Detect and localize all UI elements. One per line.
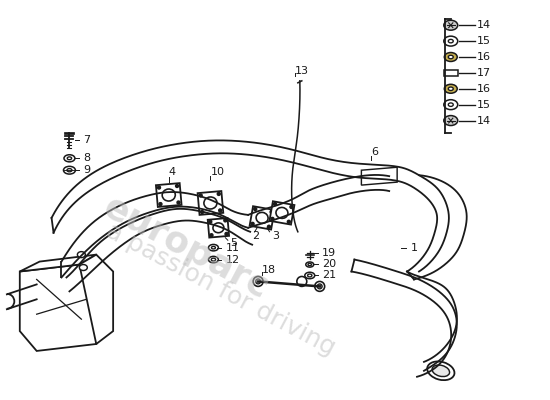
Circle shape (267, 225, 271, 228)
Ellipse shape (379, 171, 389, 178)
Ellipse shape (64, 155, 75, 162)
Ellipse shape (444, 116, 458, 126)
Polygon shape (208, 218, 229, 238)
Circle shape (199, 194, 202, 197)
Ellipse shape (204, 197, 217, 209)
Text: 14: 14 (477, 20, 491, 30)
Text: 10: 10 (211, 167, 224, 177)
Circle shape (297, 276, 307, 286)
Circle shape (253, 276, 263, 286)
Circle shape (287, 220, 290, 223)
Ellipse shape (448, 55, 453, 59)
Ellipse shape (444, 36, 458, 46)
Text: 5: 5 (230, 238, 237, 248)
Text: 15: 15 (477, 36, 491, 46)
Text: 9: 9 (84, 165, 90, 175)
Ellipse shape (444, 84, 457, 93)
Ellipse shape (162, 189, 175, 201)
Ellipse shape (211, 246, 216, 249)
Ellipse shape (432, 365, 449, 376)
Polygon shape (270, 201, 294, 224)
Text: 6: 6 (371, 147, 378, 157)
Circle shape (290, 206, 293, 208)
Circle shape (256, 279, 261, 284)
Text: 1: 1 (411, 243, 418, 253)
Circle shape (209, 220, 212, 223)
Text: 19: 19 (322, 248, 336, 258)
Circle shape (271, 218, 274, 220)
Ellipse shape (365, 175, 374, 182)
Text: 4: 4 (169, 167, 176, 177)
Circle shape (210, 234, 213, 237)
Circle shape (201, 210, 204, 214)
Ellipse shape (382, 173, 386, 176)
Circle shape (175, 184, 179, 188)
Polygon shape (20, 255, 96, 272)
Circle shape (270, 210, 273, 213)
Ellipse shape (78, 252, 85, 258)
Text: 18: 18 (262, 264, 276, 274)
Circle shape (177, 201, 180, 204)
Text: 7: 7 (84, 136, 90, 146)
Polygon shape (250, 206, 274, 230)
Ellipse shape (307, 274, 312, 277)
Ellipse shape (211, 258, 216, 261)
Text: 12: 12 (226, 254, 239, 264)
Ellipse shape (448, 87, 453, 90)
Polygon shape (156, 183, 182, 207)
Text: 3: 3 (272, 231, 279, 241)
Text: 8: 8 (84, 153, 90, 163)
Text: 14: 14 (477, 116, 491, 126)
Ellipse shape (63, 166, 75, 174)
Ellipse shape (367, 177, 371, 180)
Ellipse shape (256, 212, 268, 223)
Text: 16: 16 (477, 52, 491, 62)
Circle shape (273, 202, 277, 206)
Circle shape (217, 192, 220, 196)
Text: 2: 2 (252, 231, 259, 241)
Polygon shape (79, 255, 113, 344)
Ellipse shape (67, 157, 72, 160)
Ellipse shape (208, 256, 218, 263)
Ellipse shape (213, 223, 224, 233)
Ellipse shape (305, 272, 315, 279)
Circle shape (251, 222, 254, 225)
Text: 21: 21 (322, 270, 336, 280)
Ellipse shape (308, 263, 311, 266)
Text: 20: 20 (322, 258, 336, 268)
Ellipse shape (208, 244, 218, 251)
Circle shape (254, 208, 257, 210)
Polygon shape (361, 167, 397, 185)
Circle shape (157, 186, 161, 189)
Text: 15: 15 (477, 100, 491, 110)
Ellipse shape (276, 208, 288, 218)
Text: 11: 11 (226, 243, 239, 253)
Circle shape (315, 282, 324, 291)
Ellipse shape (448, 103, 453, 106)
Circle shape (225, 232, 228, 236)
Ellipse shape (427, 362, 454, 380)
Circle shape (317, 284, 322, 289)
Polygon shape (197, 191, 223, 215)
Text: 16: 16 (477, 84, 491, 94)
Text: 17: 17 (477, 68, 491, 78)
Circle shape (219, 209, 222, 212)
Ellipse shape (306, 262, 313, 267)
Ellipse shape (79, 264, 87, 270)
Polygon shape (444, 70, 458, 76)
Circle shape (159, 203, 162, 206)
Ellipse shape (67, 168, 72, 172)
Ellipse shape (444, 52, 457, 62)
Text: europarc: europarc (97, 190, 274, 306)
Ellipse shape (444, 100, 458, 110)
Polygon shape (20, 264, 96, 351)
Ellipse shape (448, 39, 453, 43)
Text: a passion for driving: a passion for driving (102, 219, 339, 360)
Text: 13: 13 (295, 66, 309, 76)
Circle shape (224, 219, 227, 222)
Ellipse shape (444, 20, 458, 30)
